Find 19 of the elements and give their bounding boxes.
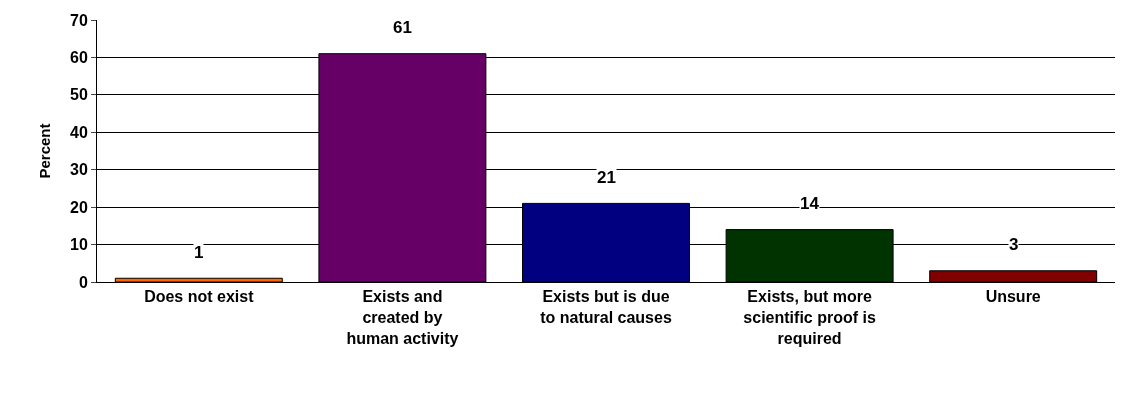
x-tick-label: Exists, but more scientific proof is required bbox=[743, 288, 876, 347]
y-tick-label: 70 bbox=[70, 11, 88, 29]
x-tick-label: Does not exist bbox=[144, 288, 255, 306]
data-label: 61 bbox=[393, 18, 412, 37]
data-label: 21 bbox=[597, 168, 616, 187]
x-tick-label: Exists but is due to natural causes bbox=[540, 288, 672, 326]
y-tick-label: 50 bbox=[70, 86, 88, 104]
y-tick-label: 10 bbox=[70, 236, 88, 254]
y-tick-label: 60 bbox=[70, 49, 88, 67]
data-label: 14 bbox=[800, 194, 820, 213]
y-tick-label: 0 bbox=[78, 273, 88, 291]
x-tick-label: Exists and created by human activity bbox=[346, 288, 459, 347]
y-tick-label: 20 bbox=[70, 198, 88, 216]
x-tick-label: Unsure bbox=[985, 288, 1041, 306]
y-tick-label: 30 bbox=[70, 161, 88, 179]
data-label: 3 bbox=[1009, 235, 1019, 254]
y-tick-label: 40 bbox=[70, 123, 88, 141]
data-label: 1 bbox=[194, 243, 204, 262]
y-axis-title: Percent bbox=[36, 123, 54, 179]
